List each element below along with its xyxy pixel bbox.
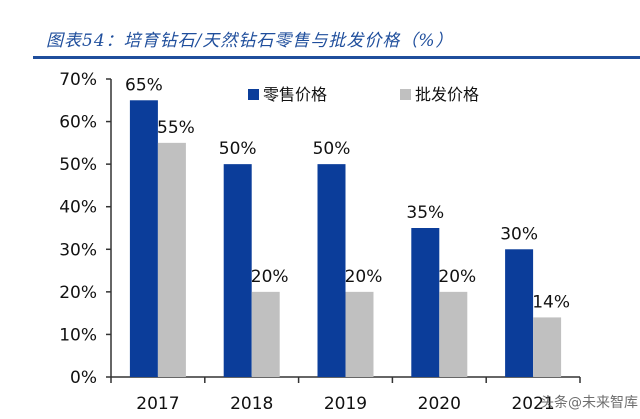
legend-swatch	[400, 89, 411, 100]
bar-wholesale	[251, 291, 280, 377]
data-label: 35%	[406, 203, 444, 223]
data-label: 20%	[438, 267, 476, 287]
bar-wholesale	[533, 317, 562, 377]
bar-retail	[411, 228, 440, 377]
x-tick-label: 2019	[324, 394, 367, 414]
bar-retail	[129, 100, 158, 378]
data-label: 50%	[219, 139, 257, 159]
x-axis: 2017 2018 2019 2020 2021	[110, 376, 581, 414]
data-label: 55%	[157, 118, 195, 138]
legend-label: 零售价格	[263, 85, 327, 104]
bar-wholesale	[345, 291, 374, 377]
y-tick-label: 30%	[59, 240, 97, 260]
y-tick-label: 40%	[59, 198, 97, 218]
y-tick-label: 50%	[59, 155, 97, 175]
y-axis: 0% 10% 20% 30% 40% 50% 60% 70%	[59, 70, 112, 388]
watermark: 头条@未来智库	[540, 395, 638, 411]
legend-label: 批发价格	[415, 85, 479, 104]
y-tick-label: 70%	[59, 70, 97, 90]
y-tick-label: 60%	[59, 113, 97, 133]
legend-swatch	[248, 89, 259, 100]
bar-retail	[317, 164, 346, 377]
x-tick-label: 2017	[136, 394, 179, 414]
x-tick-label: 2018	[230, 394, 273, 414]
chart-title: 图表54：培育钻石/天然钻石零售与批发价格（%）	[46, 31, 454, 51]
y-tick-label: 10%	[59, 325, 97, 345]
data-label: 65%	[125, 75, 163, 95]
x-tick-label: 2021	[511, 394, 554, 414]
bar-wholesale	[157, 142, 186, 377]
y-tick-label: 20%	[59, 283, 97, 303]
data-label: 14%	[532, 292, 570, 312]
data-label: 20%	[251, 267, 289, 287]
legend: 零售价格 批发价格	[248, 85, 479, 104]
data-label: 30%	[500, 224, 538, 244]
bar-retail	[505, 249, 534, 377]
data-labels: 65% 50% 50% 35% 30% 55% 20% 20% 20% 14%	[125, 75, 570, 312]
bars	[129, 100, 562, 378]
data-label: 20%	[345, 267, 383, 287]
data-label: 50%	[313, 139, 351, 159]
title-underline	[33, 56, 640, 59]
y-tick-label: 0%	[70, 368, 97, 388]
x-tick-label: 2020	[418, 394, 461, 414]
bar-wholesale	[439, 291, 468, 377]
bar-retail	[223, 164, 252, 377]
